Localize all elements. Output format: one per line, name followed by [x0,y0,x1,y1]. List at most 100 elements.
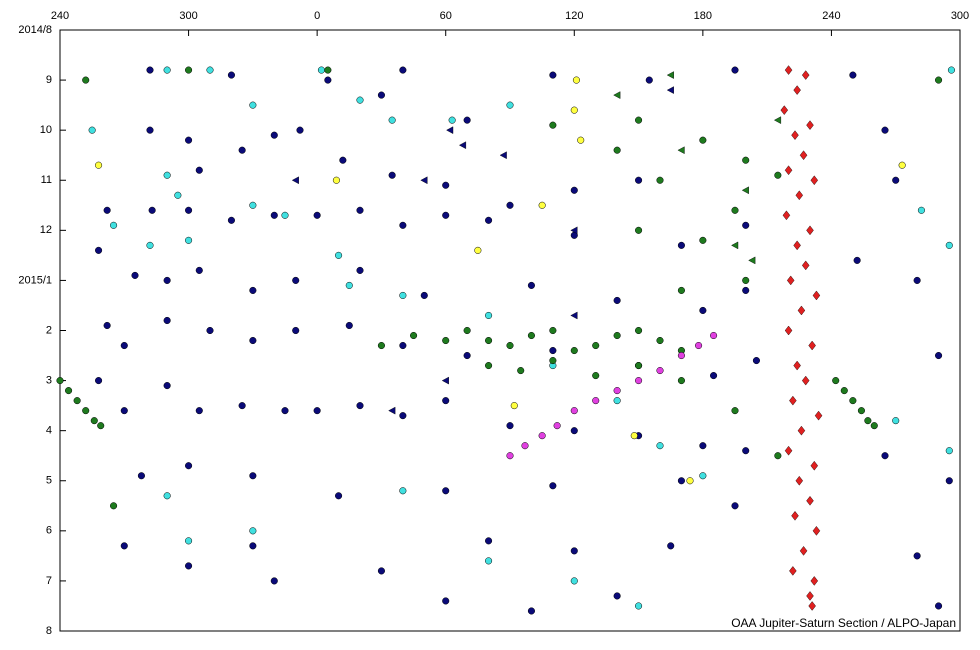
y-tick-label: 3 [46,374,52,386]
data-point [206,326,214,335]
data-point [420,291,428,299]
data-point [881,126,889,134]
data-point [238,402,246,410]
data-point [808,601,816,611]
data-point [780,105,789,115]
data-point [388,406,396,415]
data-point [870,422,878,430]
data-point [613,296,621,305]
data-point [795,190,804,201]
data-point [270,211,278,219]
data-point [613,146,621,154]
data-point [752,357,760,365]
y-tick-label: 2015/1 [18,274,52,286]
data-point [810,460,819,471]
data-point [849,71,857,79]
data-point [810,175,819,186]
data-point [913,276,921,284]
data-point [797,425,806,436]
data-point [510,402,518,410]
data-point [521,442,529,450]
data-point [570,311,578,320]
data-point [463,326,471,335]
data-point [892,176,900,184]
data-point [291,176,299,185]
data-point [913,552,921,560]
data-point [110,502,118,510]
data-point [313,211,321,219]
data-point [185,537,193,545]
data-point [731,66,739,74]
data-point [742,286,750,294]
data-point [281,211,289,219]
data-point [249,472,257,480]
data-point [281,407,289,415]
data-point [840,387,848,395]
data-point [592,372,600,380]
data-point [463,351,471,360]
data-point [898,161,906,169]
data-point [801,260,810,271]
data-point [810,576,819,586]
data-point [163,171,171,179]
data-point [442,487,450,495]
data-point [163,276,171,284]
data-point [527,331,535,340]
data-point [335,251,343,259]
data-point [935,76,943,84]
data-point [442,336,450,345]
data-point [131,271,139,279]
data-point [635,362,643,370]
data-point [645,76,653,84]
data-point [635,176,643,184]
data-point [399,487,407,495]
data-point [857,407,865,415]
y-tick-label: 4 [46,425,52,437]
data-point [292,276,300,284]
data-point [399,221,407,229]
data-point [699,306,707,315]
data-point [95,246,103,254]
data-point [538,432,546,440]
data-point [613,397,621,405]
data-point [742,221,750,229]
data-point [448,116,456,124]
data-point [527,607,535,615]
data-point [635,377,643,385]
data-point [442,397,450,405]
data-point [812,290,821,301]
data-point [635,602,643,610]
data-point [731,241,739,250]
data-point [446,126,454,135]
data-point [249,101,257,109]
data-point [699,472,707,480]
data-point [332,176,340,184]
data-point [793,240,801,251]
data-point [686,477,694,485]
data-point [677,146,685,155]
x-tick-label: 180 [694,10,712,22]
data-point [570,577,578,585]
data-point [90,417,98,425]
data-point [65,387,73,395]
data-point [356,266,364,274]
data-point [656,442,664,450]
data-point [442,211,450,219]
data-point [527,281,535,289]
data-point [137,472,145,480]
data-point [549,326,557,335]
data-point [613,331,621,340]
data-point [806,120,814,130]
data-point [420,176,428,185]
data-point [549,346,557,355]
data-point [120,542,128,550]
data-point [120,341,128,350]
data-point [935,602,943,610]
data-point [249,527,257,535]
data-point [806,225,814,236]
data-point [163,382,171,390]
data-point [339,156,347,164]
data-point [485,362,493,370]
data-point [485,216,493,224]
data-point [249,286,257,294]
